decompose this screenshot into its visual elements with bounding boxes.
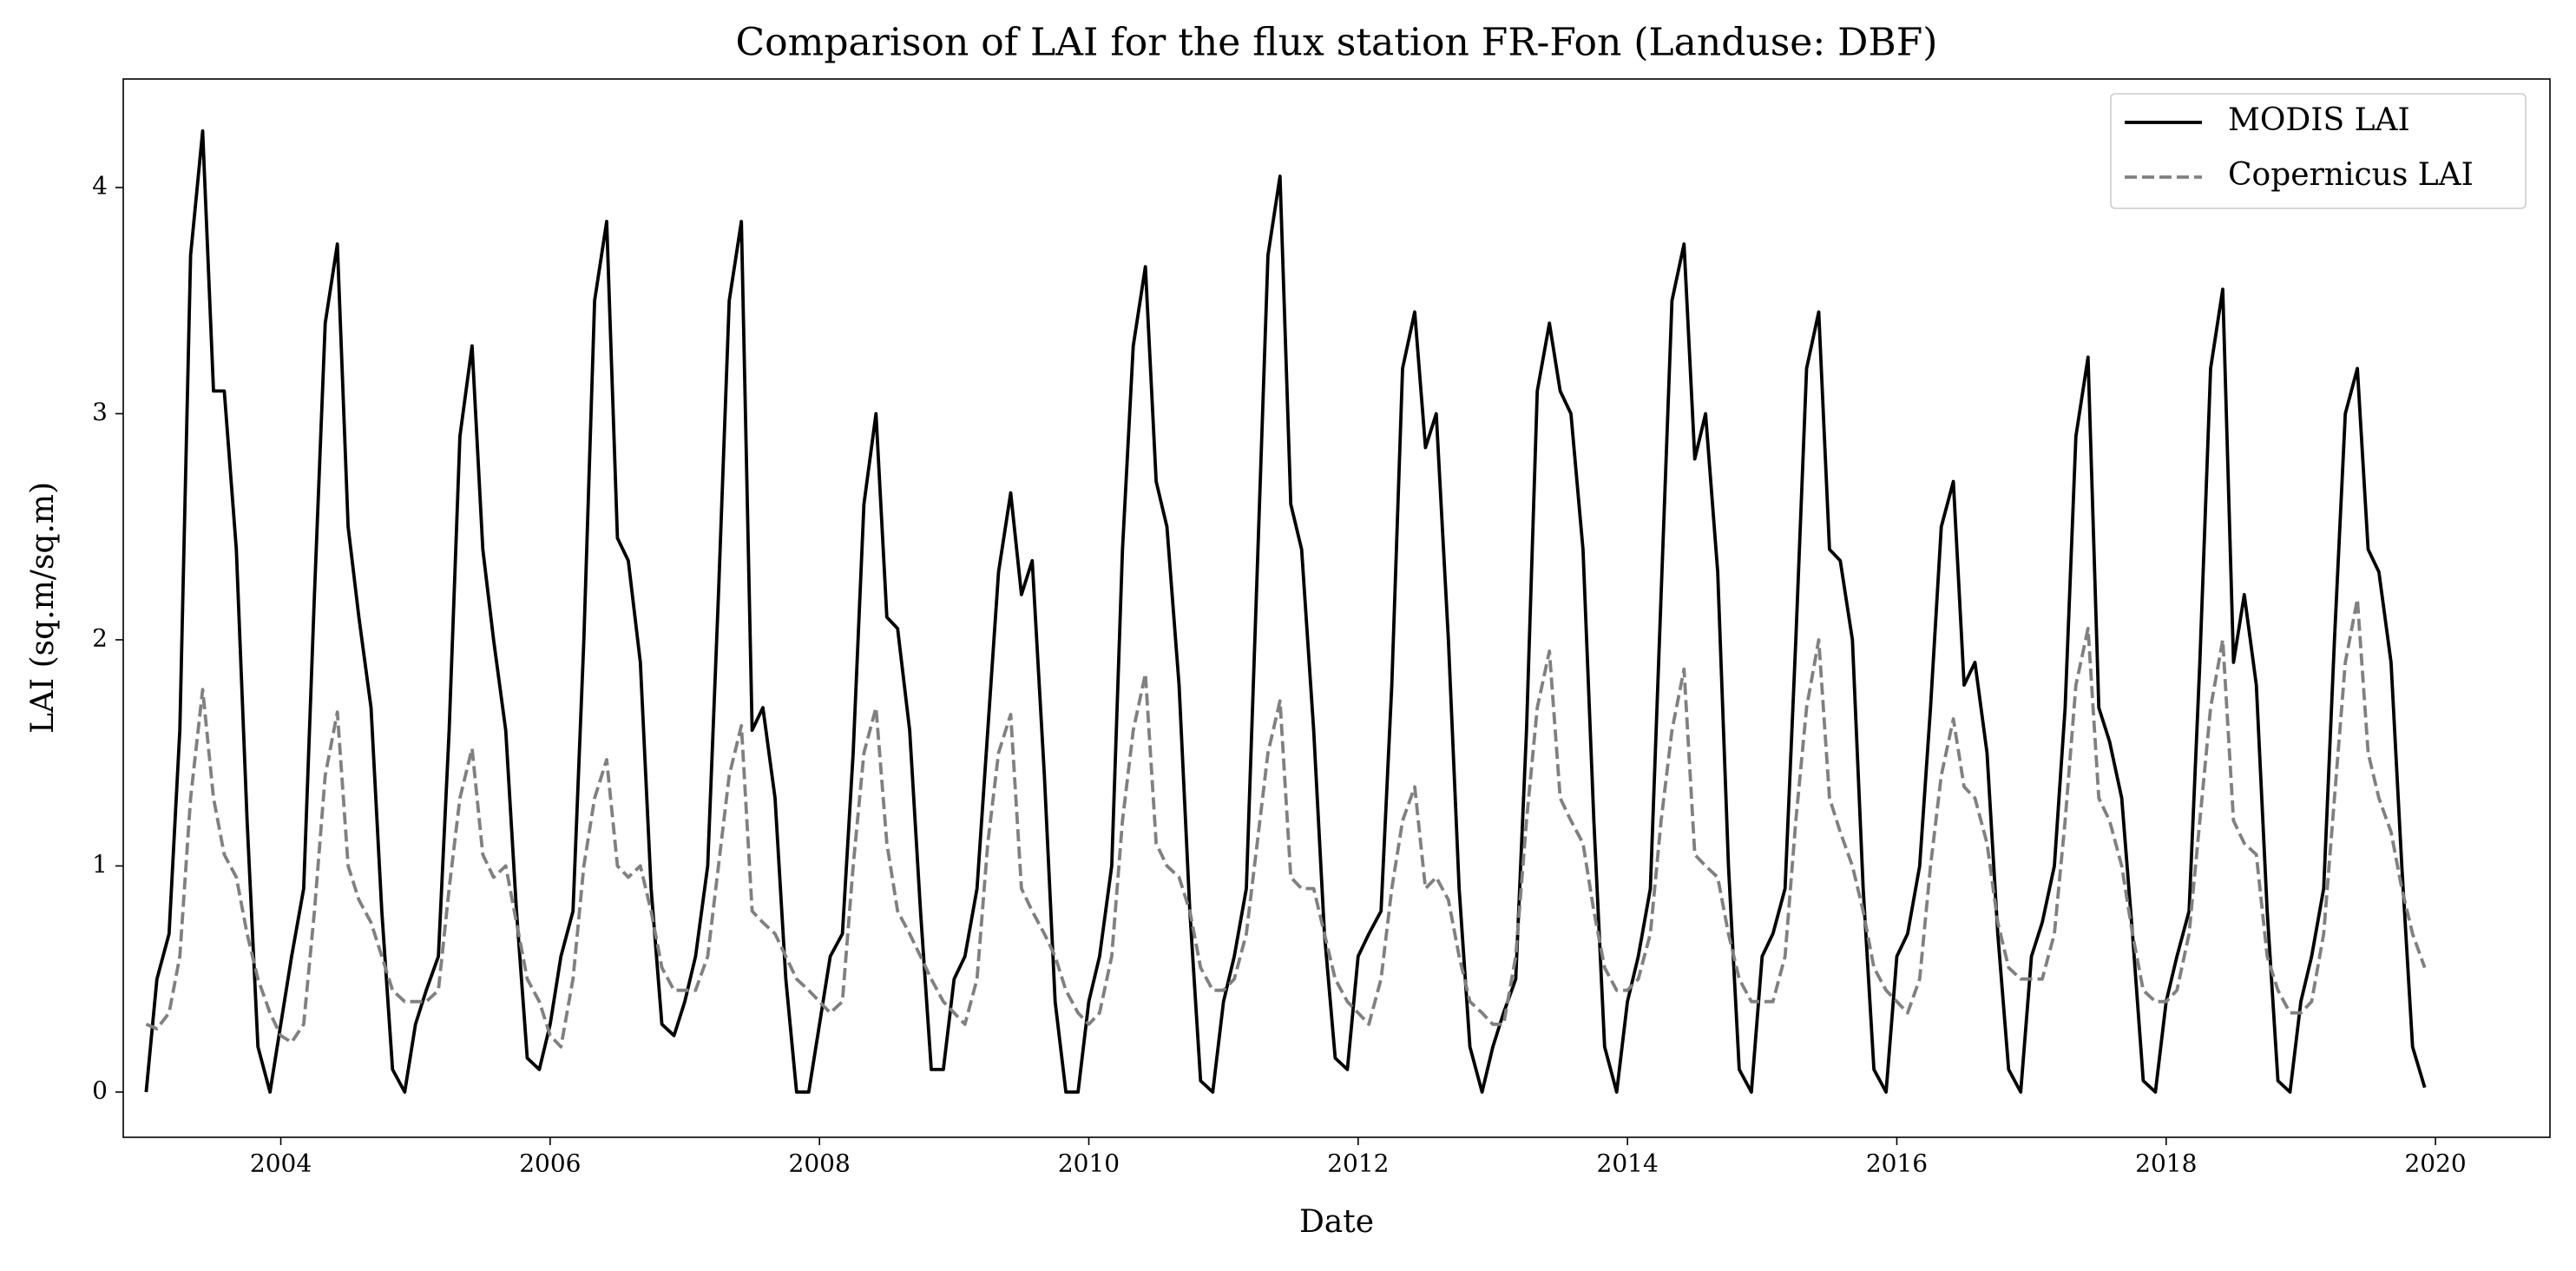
x-tick-label: 2012	[1327, 1149, 1389, 1178]
y-tick-label: 1	[92, 850, 108, 879]
chart-title: Comparison of LAI for the flux station F…	[736, 21, 1938, 65]
y-tick-label: 3	[92, 398, 108, 426]
series-line	[145, 597, 2427, 1049]
y-axis-label: LAI (sq.m/sq.m)	[25, 482, 61, 734]
x-axis-label: Date	[1299, 1204, 1374, 1240]
y-tick-label: 4	[92, 172, 108, 201]
y-tick-label: 2	[92, 623, 108, 652]
plot-frame	[122, 78, 2551, 1138]
x-tick-label: 2018	[2135, 1149, 2197, 1178]
x-tick-label: 2016	[1866, 1149, 1928, 1178]
y-tick-label: 0	[92, 1076, 108, 1104]
x-tick-label: 2008	[789, 1149, 851, 1178]
legend-label: Copernicus LAI	[2228, 157, 2474, 193]
legend-label: MODIS LAI	[2228, 102, 2410, 138]
x-tick-label: 2010	[1058, 1149, 1120, 1178]
x-tick-label: 2020	[2404, 1149, 2466, 1178]
x-tick-label: 2014	[1597, 1149, 1659, 1178]
legend-box	[2110, 93, 2527, 209]
x-tick-label: 2006	[519, 1149, 581, 1178]
x-tick-label: 2004	[250, 1149, 312, 1178]
series-line	[144, 128, 2427, 1094]
